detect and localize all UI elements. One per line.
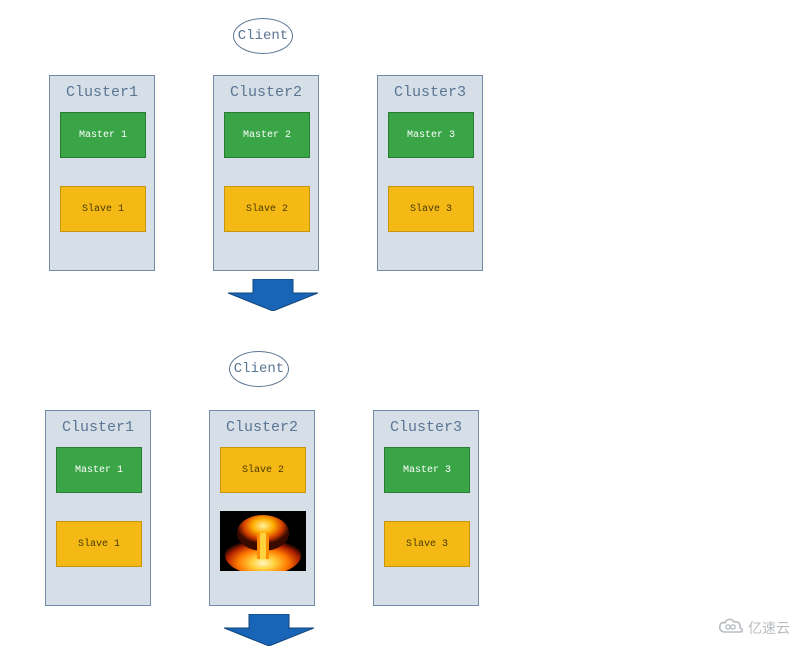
- cluster-box: Cluster3 Master 3 Slave 3: [373, 410, 479, 606]
- cluster-box: Cluster2 Slave 2: [209, 410, 315, 606]
- watermark-text: 亿速云: [748, 618, 790, 638]
- node-label: Slave 3: [410, 204, 452, 215]
- cluster-box: Cluster1 Master 1 Slave 1: [49, 75, 155, 271]
- master-node: Master 1: [56, 447, 142, 493]
- node-label: Master 3: [403, 465, 451, 476]
- node-label: Slave 2: [246, 204, 288, 215]
- node-label: Slave 2: [242, 465, 284, 476]
- master-node: Master 3: [388, 112, 474, 158]
- node-label: Slave 3: [406, 539, 448, 550]
- slave-node: Slave 3: [384, 521, 470, 567]
- cluster-title: Cluster1: [50, 76, 154, 101]
- down-arrow-icon: [228, 279, 318, 311]
- node-label: Slave 1: [78, 539, 120, 550]
- cloud-icon: [718, 617, 744, 638]
- client-label: Client: [238, 28, 288, 44]
- cluster-box: Cluster1 Master 1 Slave 1: [45, 410, 151, 606]
- down-arrow-icon: [224, 614, 314, 646]
- cluster-title: Cluster3: [374, 411, 478, 436]
- cluster-title: Cluster3: [378, 76, 482, 101]
- master-node: Master 1: [60, 112, 146, 158]
- diagram-canvas: Client Cluster1 Master 1 Slave 1 Cluster2 Mas…: [0, 0, 804, 649]
- watermark: 亿速云: [718, 617, 790, 638]
- node-label: Slave 1: [82, 204, 124, 215]
- slave-node: Slave 2: [220, 447, 306, 493]
- cluster-title: Cluster1: [46, 411, 150, 436]
- cluster-title: Cluster2: [214, 76, 318, 101]
- master-node: Master 3: [384, 447, 470, 493]
- slave-node: Slave 2: [224, 186, 310, 232]
- explosion-icon: [220, 511, 306, 571]
- node-label: Master 3: [407, 130, 455, 141]
- cluster-box: Cluster2 Master 2 Slave 2: [213, 75, 319, 271]
- slave-node: Slave 1: [60, 186, 146, 232]
- node-label: Master 2: [243, 130, 291, 141]
- client-node: Client: [229, 351, 289, 387]
- node-label: Master 1: [79, 130, 127, 141]
- slave-node: Slave 3: [388, 186, 474, 232]
- master-node: Master 2: [224, 112, 310, 158]
- cluster-title: Cluster2: [210, 411, 314, 436]
- node-label: Master 1: [75, 465, 123, 476]
- client-node: Client: [233, 18, 293, 54]
- slave-node: Slave 1: [56, 521, 142, 567]
- cluster-box: Cluster3 Master 3 Slave 3: [377, 75, 483, 271]
- client-label: Client: [234, 361, 284, 377]
